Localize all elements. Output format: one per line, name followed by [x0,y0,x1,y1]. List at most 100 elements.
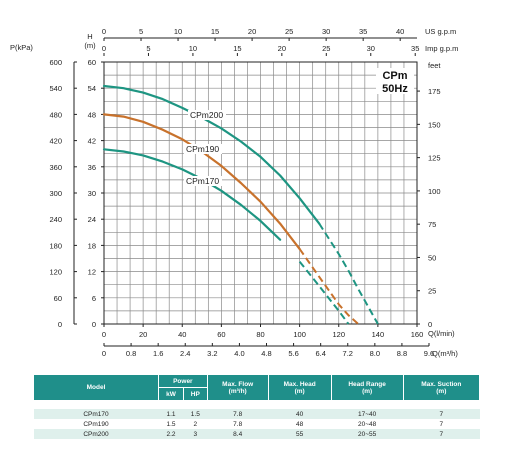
top-imp-tick-label: 20 [278,44,286,53]
feet-tick-label: 125 [428,154,441,163]
curve-cpm200-dashed [318,223,379,325]
x-axis-label-m3h: Q(m³/h) [432,349,458,358]
feet-tick-label: 50 [428,253,436,262]
x-tick-label-m3h: 6.4 [315,349,325,358]
curve-label-bg [184,144,222,154]
top-imp-tick-label: 15 [233,44,241,53]
head-tick-label: 54 [88,84,96,93]
cell-max-suction: 7 [403,409,480,419]
x-tick-label-lmin: 60 [217,330,225,339]
cell-hp: 2 [183,419,208,429]
top-us-tick-label: 15 [211,27,219,36]
curve-cpm200-solid [102,84,321,225]
pressure-tick-label: 240 [49,215,62,224]
x-tick-label-m3h: 8.0 [370,349,380,358]
pressure-tick-label: 0 [58,320,62,329]
curve-label-cpm200: CPm200 [190,110,223,120]
x-tick-label-lmin: 40 [178,330,186,339]
cell-max-flow: 8.4 [207,429,269,439]
x-tick-label-lmin: 20 [139,330,147,339]
cell-head-range: 20~48 [331,419,404,429]
head-tick-label: 24 [88,215,96,224]
feet-tick-label: 25 [428,287,436,296]
pressure-tick-label: 480 [49,110,62,119]
pressure-tick-label: 420 [49,137,62,146]
top-us-tick-label: 30 [322,27,330,36]
cell-max-suction: 7 [403,419,480,429]
head-tick-label: 6 [92,294,96,303]
top-imp-tick-label: 10 [189,44,197,53]
curve-cpm170-dashed [298,260,350,325]
table-header-row: Model Power Max. Flow (m³/h) Max. Head (m)… [33,374,481,401]
max-suction-title: Max. Suction [421,380,462,388]
col-header-power: Power [158,374,208,388]
max-head-unit: (m) [294,387,305,395]
x-tick-label-m3h: 5.6 [288,349,298,358]
col-header-head-range: Head Range (m) [330,374,404,401]
cell-max-flow: 7.8 [207,409,269,419]
top-us-tick-label: 0 [102,27,106,36]
cell-hp: 3 [183,429,208,439]
head-range-unit: (m) [362,387,373,395]
top-imp-tick-label: 0 [102,44,106,53]
cell-max-suction: 7 [403,429,480,439]
chart-title-box: CPm 50Hz [376,68,414,95]
x-tick-label-lmin: 120 [332,330,345,339]
cell-max-flow: 7.8 [207,419,269,429]
head-tick-label: 12 [88,268,96,277]
top-us-axis-label: US g.p.m [425,27,456,36]
head-tick-label: 36 [88,163,96,172]
head-tick-label: 48 [88,110,96,119]
cell-head-range: 20~55 [331,429,404,439]
feet-tick-label: 150 [428,120,441,129]
cell-max-head: 55 [268,429,332,439]
cell-model: CPm200 [33,429,159,439]
x-tick-label-m3h: 0 [102,349,106,358]
feet-tick-label: 0 [428,320,432,329]
feet-tick-label: 75 [428,220,436,229]
x-tick-label-m3h: 2.4 [180,349,190,358]
x-tick-label-lmin: 80 [256,330,264,339]
top-imp-axis-label: Imp g.p.m [425,44,458,53]
x-tick-label-lmin: 160 [411,330,424,339]
curve-label-bg [188,110,226,120]
head-tick-label: 60 [88,58,96,67]
pressure-tick-label: 360 [49,163,62,172]
cell-max-head: 40 [268,409,332,419]
pressure-axis-label: P(kPa) [10,43,33,52]
col-header-max-flow: Max. Flow (m³/h) [206,374,269,401]
pressure-tick-label: 120 [49,268,62,277]
cell-head-range: 17~40 [331,409,404,419]
chart-curves: CPm200 CPm190 CPm170 [102,84,379,325]
x-axis-label-lmin: Q(l/min) [428,329,455,338]
x-tick-label-m3h: 3.2 [207,349,217,358]
x-tick-label-lmin: 140 [372,330,385,339]
pressure-tick-label: 600 [49,58,62,67]
col-header-model: Model [33,374,159,401]
cell-kw: 1.1 [158,409,184,419]
curve-cpm190-dashed [298,248,359,325]
table-subheader-row: kW HP [34,387,480,401]
x-tick-label-m3h: 9.6 [424,349,434,358]
head-tick-label: 18 [88,241,96,250]
x-tick-label-m3h: 8.8 [397,349,407,358]
max-flow-title: Max. Flow [222,380,254,388]
spec-table: Model Power Max. Flow (m³/h) Max. Head (m)… [33,374,481,439]
chart-axes: 0 20 40 60 80 100 120 140 160 Q(l/min)0 0.8 1.6 2.4 3… [10,27,458,358]
col-header-max-head: Max. Head (m) [267,374,332,401]
x-tick-label-lmin: 0 [102,330,106,339]
top-us-tick-label: 40 [396,27,404,36]
pressure-tick-label: 300 [49,189,62,198]
cell-max-head: 48 [268,419,332,429]
top-us-tick-label: 10 [174,27,182,36]
curve-cpm170-solid [102,148,282,241]
cell-model: CPm170 [33,409,159,419]
max-suction-unit: (m) [436,387,447,395]
curve-label-cpm190: CPm190 [186,144,219,154]
x-tick-label-m3h: 0.8 [126,349,136,358]
top-imp-tick-label: 5 [146,44,150,53]
top-imp-tick-label: 30 [367,44,375,53]
pressure-tick-label: 540 [49,84,62,93]
x-tick-label-m3h: 4.8 [261,349,271,358]
top-imp-tick-label: 35 [411,44,419,53]
